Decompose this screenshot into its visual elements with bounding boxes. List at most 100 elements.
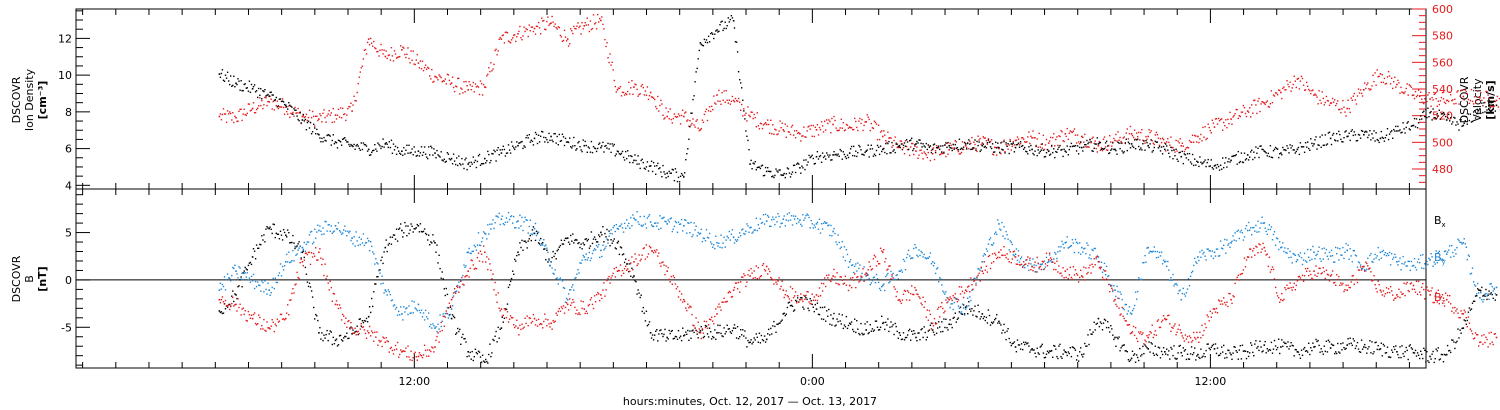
velocity-sample: [1371, 85, 1373, 87]
density-sample: [729, 18, 731, 21]
velocity-sample: [414, 63, 416, 66]
bx-sample: [933, 334, 936, 336]
bx-sample: [676, 338, 679, 340]
velocity-sample: [374, 47, 376, 49]
density-sample: [553, 133, 555, 135]
density-sample: [461, 157, 463, 160]
density-sample: [1018, 146, 1021, 148]
velocity-sample: [807, 126, 809, 128]
density-sample: [636, 163, 638, 165]
bx-sample: [1443, 353, 1446, 356]
density-sample: [231, 85, 233, 87]
density-sample: [1107, 145, 1109, 147]
density-sample: [642, 161, 644, 164]
bx-point: [832, 317, 834, 320]
by-sample: [636, 211, 638, 213]
velocity-sample: [927, 151, 929, 154]
bx-sample: [390, 243, 393, 245]
by-sample: [907, 249, 910, 251]
velocity-sample: [945, 155, 947, 158]
density-sample: [413, 146, 415, 148]
density-sample: [1060, 149, 1062, 151]
by-sample: [718, 242, 720, 244]
by-sample: [575, 276, 577, 279]
velocity-sample: [1239, 115, 1241, 118]
velocity-sample: [275, 104, 277, 107]
density-sample: [1240, 152, 1243, 154]
density-sample: [725, 27, 727, 30]
velocity-sample: [951, 147, 953, 149]
density-sample: [509, 152, 512, 154]
bx-sample: [255, 244, 258, 246]
by-sample: [808, 216, 810, 219]
density-sample: [327, 134, 329, 136]
bx-sample: [609, 245, 611, 247]
bx-sample: [597, 241, 599, 243]
bx-sample: [347, 337, 349, 340]
by-sample: [532, 232, 535, 234]
bx-sample: [1422, 357, 1424, 360]
velocity-sample: [785, 136, 787, 138]
velocity-sample: [501, 34, 503, 37]
by-sample: [939, 277, 941, 279]
bx-sample: [551, 256, 553, 259]
density-sample: [937, 146, 939, 149]
bx-sample: [1001, 332, 1003, 334]
bx-sample: [1172, 354, 1174, 357]
bx-sample: [672, 338, 674, 340]
bx-sample: [953, 316, 955, 319]
density-sample: [1211, 166, 1213, 169]
velocity-sample: [1466, 93, 1468, 95]
velocity-sample: [1166, 141, 1168, 143]
bx-sample: [488, 353, 490, 356]
by-sample: [682, 230, 684, 232]
by-sample: [598, 243, 600, 246]
bx-sample: [794, 299, 797, 302]
density-sample: [801, 165, 803, 167]
density-sample: [1456, 121, 1458, 123]
density-sample: [595, 150, 598, 153]
bx-sample: [651, 334, 654, 336]
density-sample: [891, 141, 893, 144]
bx-sample: [686, 333, 688, 335]
bx-sample: [1403, 355, 1405, 358]
bx-point: [301, 251, 304, 254]
velocity-sample: [329, 114, 331, 116]
bx-sample: [619, 246, 622, 248]
bx-sample: [244, 266, 246, 269]
by-sample: [405, 308, 407, 310]
density-sample: [408, 144, 410, 146]
density-sample: [687, 148, 689, 150]
density-sample: [243, 83, 245, 86]
by-sample: [296, 253, 298, 255]
velocity-sample: [680, 114, 683, 117]
density-sample: [888, 140, 890, 143]
density-sample: [510, 141, 513, 143]
by-sample: [272, 277, 274, 280]
velocity-sample: [321, 121, 323, 123]
density-sample: [731, 17, 734, 19]
density-sample: [1119, 147, 1121, 150]
density-sample: [610, 151, 612, 154]
density-sample: [594, 147, 597, 150]
density-sample: [535, 133, 538, 136]
velocity-sample: [258, 105, 260, 107]
velocity-sample: [1187, 147, 1190, 149]
density-sample: [428, 146, 430, 148]
bx-sample: [797, 297, 799, 299]
velocity-sample: [311, 110, 314, 113]
density-sample: [265, 95, 267, 97]
by-sample: [891, 275, 893, 278]
velocity-sample: [628, 81, 630, 84]
velocity-sample: [835, 127, 837, 129]
density-sample: [579, 146, 581, 148]
density-sample: [368, 154, 371, 156]
by-sample: [763, 223, 766, 225]
bx-point: [1412, 351, 1415, 354]
velocity-sample: [1027, 136, 1029, 138]
velocity-sample: [269, 95, 271, 98]
velocity-sample: [1045, 138, 1048, 141]
density-sample: [1454, 117, 1456, 119]
density-sample: [380, 147, 382, 150]
bx-point: [948, 323, 950, 326]
